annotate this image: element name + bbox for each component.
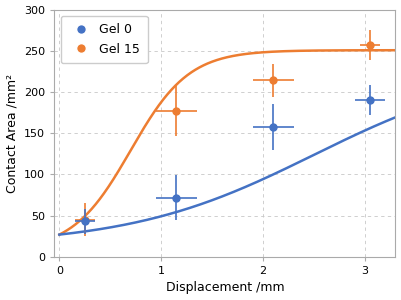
Y-axis label: Contact Area /mm²: Contact Area /mm² — [6, 74, 18, 193]
Legend: Gel 0, Gel 15: Gel 0, Gel 15 — [61, 16, 148, 63]
X-axis label: Displacement /mm: Displacement /mm — [166, 281, 284, 294]
